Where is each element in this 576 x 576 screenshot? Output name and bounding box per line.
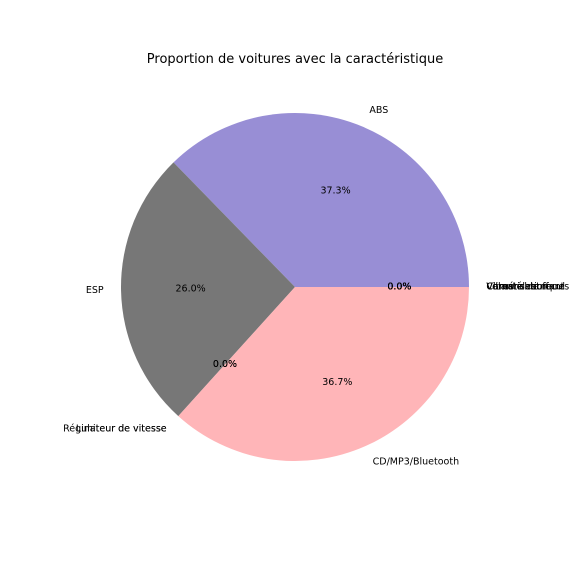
slice-label-regulateur-de-vitesse: Régulateur de vitesse	[63, 423, 167, 434]
pie-labels: ABS 37.3% ESP 26.0% Régulateur de vitesse 0.0…	[63, 105, 569, 467]
slice-label-volant-chauffant: Volant chauffant	[486, 282, 564, 293]
chart-title: Proportion de voitures avec la caractéri…	[147, 52, 443, 67]
slice-percent-camera-de-recul: 0.0%	[387, 282, 411, 293]
slice-percent-vitres-electriques: 0.0%	[387, 282, 411, 293]
slice-percent-abs: 37.3%	[320, 185, 350, 196]
slice-label-vitres-electriques: Vitres électriques	[486, 282, 569, 293]
slice-percent-volant-chauffant: 0.0%	[387, 282, 411, 293]
slice-percent-limiteur-de-vitesse: 0.0%	[213, 359, 237, 370]
slice-label-camera-de-recul: Caméra de recul	[486, 282, 565, 293]
slice-percent-cd-mp3-bluetooth: 36.7%	[322, 377, 352, 388]
slice-label-limiteur-de-vitesse: Limiteur de vitesse	[76, 423, 167, 434]
slice-percent-regulateur-de-vitesse: 0.0%	[213, 359, 237, 370]
slice-cd-mp3-bluetooth	[178, 287, 469, 462]
slice-percent-climatisation: 0.0%	[387, 282, 411, 293]
slice-percent-esp: 26.0%	[176, 283, 206, 294]
slice-label-esp: ESP	[86, 285, 104, 296]
slice-esp	[120, 162, 295, 417]
slice-abs	[173, 112, 469, 287]
slice-label-climatisation: Climatisation	[486, 282, 548, 293]
pie-slices	[120, 112, 469, 462]
slice-label-cd-mp3-bluetooth: CD/MP3/Bluetooth	[373, 456, 459, 467]
slice-label-abs: ABS	[369, 105, 388, 116]
